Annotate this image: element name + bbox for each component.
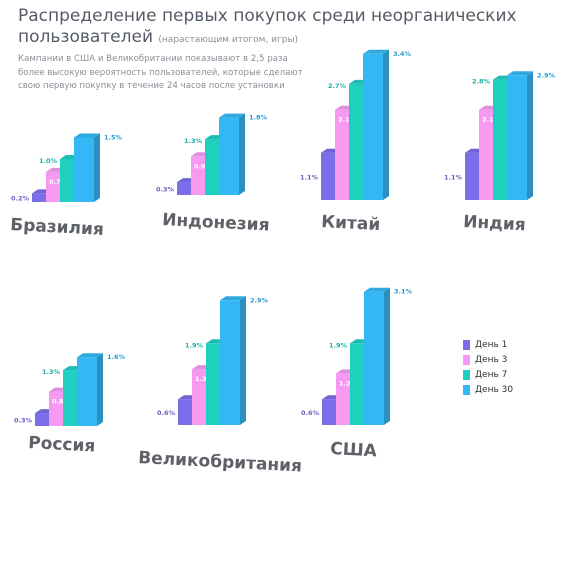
bar-side xyxy=(97,353,103,426)
data-label: 1.1% xyxy=(300,173,319,181)
bar-side xyxy=(240,296,246,425)
data-label: 1.9% xyxy=(329,341,348,349)
country-label: Индонезия xyxy=(162,210,270,236)
bar xyxy=(77,357,97,426)
bar-side xyxy=(527,71,533,200)
data-label: 1.0% xyxy=(39,157,58,165)
data-label: 1.3% xyxy=(195,375,214,383)
data-label: 1.8% xyxy=(249,114,268,122)
bar xyxy=(220,300,240,425)
country-group: 0.6% 1.3% 1.9% 2.9% Великобритания xyxy=(138,296,303,477)
bar-top xyxy=(74,133,100,138)
data-label: 3.1% xyxy=(394,288,413,296)
country-label: Бразилия xyxy=(10,215,105,240)
data-label: 0.8% xyxy=(52,398,71,406)
country-label: Великобритания xyxy=(138,448,303,477)
legend-item: День 7 xyxy=(463,367,513,382)
country-group: 0.3% 0.9% 1.3% 1.8% Индонезия xyxy=(156,113,270,236)
data-label: 0.6% xyxy=(301,409,320,417)
bar-side xyxy=(239,113,245,195)
legend-swatch xyxy=(463,384,470,395)
legend-label: День 30 xyxy=(475,384,514,395)
chart-description: Кампании в США и Великобритании показыва… xyxy=(18,54,303,91)
legend-swatch xyxy=(463,354,470,365)
data-label: 1.3% xyxy=(42,368,61,376)
data-label: 1.6% xyxy=(107,353,126,361)
legend-item: День 30 xyxy=(463,382,513,397)
chart-title-note: (нарастающим итогом, игры) xyxy=(158,35,299,45)
data-label: 0.3% xyxy=(156,186,175,194)
data-label: 0.2% xyxy=(11,195,30,203)
data-label: 2.9% xyxy=(250,296,269,304)
country-label: Индия xyxy=(463,212,526,235)
country-group: 0.2% 0.7% 1.0% 1.5% Бразилия xyxy=(10,133,123,240)
chart-title-text: Распределение первых покупок среди неорг… xyxy=(18,6,517,47)
bar-side xyxy=(94,133,100,202)
data-label: 3.4% xyxy=(393,50,412,58)
data-label: 1.5% xyxy=(104,134,123,142)
data-label: 0.7% xyxy=(49,178,68,186)
chart-title: Распределение первых покупок среди неорг… xyxy=(18,6,538,51)
country-label: Россия xyxy=(28,433,96,456)
legend: День 1 День 3 День 7 День 30 xyxy=(463,337,513,397)
data-label: 1.9% xyxy=(185,341,204,349)
bar-top xyxy=(363,49,389,54)
bar xyxy=(364,291,384,425)
bar-top xyxy=(364,287,390,292)
bar-top xyxy=(219,113,245,118)
data-label: 1.1% xyxy=(444,173,463,181)
legend-label: День 7 xyxy=(475,369,508,380)
data-label: 2.1% xyxy=(482,116,501,124)
country-group: 0.6% 1.2% 1.9% 3.1% США xyxy=(301,287,413,461)
bar-top xyxy=(220,296,246,301)
bar-top xyxy=(507,71,533,76)
bar-side xyxy=(383,49,389,200)
data-label: 2.7% xyxy=(328,82,347,90)
data-label: 0.9% xyxy=(194,162,213,170)
data-label: 0.3% xyxy=(14,417,33,425)
data-label: 2.8% xyxy=(472,78,491,86)
data-label: 1.2% xyxy=(339,379,358,387)
bar xyxy=(363,53,383,200)
country-group: 0.3% 0.8% 1.3% 1.6% Россия xyxy=(14,353,126,457)
data-label: 2.1% xyxy=(338,116,357,124)
bar xyxy=(219,117,239,195)
legend-swatch xyxy=(463,369,470,380)
country-label: США xyxy=(330,439,378,461)
bar-side xyxy=(384,287,390,425)
bar xyxy=(507,75,527,200)
legend-label: День 1 xyxy=(475,339,508,350)
data-label: 2.9% xyxy=(537,71,556,79)
country-group: 1.1% 2.1% 2.8% 2.9% Индия xyxy=(444,71,556,235)
bar xyxy=(74,137,94,202)
legend-item: День 1 xyxy=(463,337,513,352)
data-label: 1.3% xyxy=(184,137,203,145)
bar xyxy=(32,193,52,202)
country-label: Китай xyxy=(321,212,381,235)
legend-label: День 3 xyxy=(475,354,508,365)
legend-item: День 3 xyxy=(463,352,513,367)
country-group: 1.1% 2.1% 2.7% 3.4% Китай xyxy=(300,49,412,235)
data-label: 0.6% xyxy=(157,409,176,417)
bar-top xyxy=(77,353,103,358)
legend-swatch xyxy=(463,339,470,350)
